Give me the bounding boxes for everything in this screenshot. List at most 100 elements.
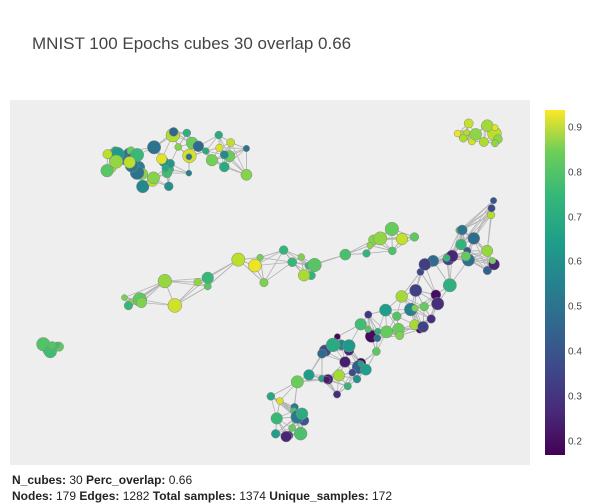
graph-node[interactable]: [344, 383, 351, 390]
graph-node[interactable]: [349, 369, 356, 376]
graph-node[interactable]: [374, 328, 381, 335]
graph-node[interactable]: [443, 279, 456, 292]
graph-node[interactable]: [410, 284, 422, 296]
graph-node[interactable]: [162, 165, 169, 172]
graph-node[interactable]: [121, 295, 127, 301]
graph-node[interactable]: [464, 119, 473, 128]
graph-node[interactable]: [379, 304, 391, 316]
graph-node[interactable]: [296, 408, 308, 420]
graph-node[interactable]: [443, 254, 450, 261]
graph-node[interactable]: [343, 340, 356, 353]
plot-area[interactable]: [10, 100, 530, 465]
graph-node[interactable]: [333, 391, 340, 398]
graph-node[interactable]: [271, 429, 280, 438]
graph-node[interactable]: [355, 318, 367, 330]
graph-node[interactable]: [381, 326, 393, 338]
graph-node[interactable]: [489, 257, 496, 264]
graph-node[interactable]: [271, 413, 283, 425]
graph-node[interactable]: [248, 259, 261, 272]
graph-node[interactable]: [490, 197, 496, 203]
graph-node[interactable]: [420, 302, 429, 311]
graph-node[interactable]: [396, 291, 408, 303]
graph-node[interactable]: [457, 225, 467, 235]
graph-node[interactable]: [193, 141, 204, 152]
graph-node[interactable]: [216, 144, 224, 152]
graph-node[interactable]: [48, 341, 56, 349]
graph-node[interactable]: [169, 127, 178, 136]
graph-node[interactable]: [367, 242, 373, 248]
graph-node[interactable]: [304, 370, 315, 381]
graph-node[interactable]: [412, 305, 419, 312]
graph-node[interactable]: [288, 258, 297, 267]
graph-node[interactable]: [363, 250, 371, 258]
graph-node[interactable]: [481, 120, 493, 132]
graph-node[interactable]: [206, 154, 218, 166]
graph-node[interactable]: [360, 364, 371, 375]
graph-node[interactable]: [281, 431, 292, 442]
graph-node[interactable]: [260, 278, 268, 286]
graph-node[interactable]: [298, 254, 305, 261]
graph-node[interactable]: [156, 154, 166, 164]
graph-node[interactable]: [482, 245, 493, 256]
graph-node[interactable]: [241, 169, 252, 180]
graph-node[interactable]: [431, 297, 444, 310]
graph-node[interactable]: [333, 370, 345, 382]
graph-node[interactable]: [298, 270, 310, 282]
graph-node[interactable]: [147, 172, 159, 184]
graph-node[interactable]: [243, 145, 250, 152]
graph-node[interactable]: [323, 376, 330, 383]
graph-node[interactable]: [385, 222, 399, 236]
graph-node[interactable]: [220, 151, 228, 159]
graph-node[interactable]: [124, 301, 133, 310]
graph-node[interactable]: [326, 338, 340, 352]
graph-node[interactable]: [158, 274, 172, 288]
graph-node[interactable]: [186, 154, 192, 160]
graph-node[interactable]: [202, 272, 214, 284]
graph-node[interactable]: [267, 392, 275, 400]
graph-node[interactable]: [479, 137, 488, 146]
graph-node[interactable]: [395, 331, 403, 339]
graph-node[interactable]: [372, 347, 380, 355]
graph-node[interactable]: [459, 134, 467, 142]
graph-node[interactable]: [317, 349, 326, 358]
graph-node[interactable]: [427, 315, 436, 324]
network-graph[interactable]: [10, 100, 530, 465]
graph-node[interactable]: [276, 397, 283, 404]
graph-node[interactable]: [294, 427, 307, 440]
graph-node[interactable]: [279, 246, 288, 255]
graph-node[interactable]: [468, 232, 480, 244]
graph-node[interactable]: [374, 335, 381, 342]
graph-node[interactable]: [353, 375, 361, 383]
graph-node[interactable]: [461, 252, 470, 261]
graph-node[interactable]: [491, 140, 498, 147]
graph-node[interactable]: [418, 321, 429, 332]
graph-node[interactable]: [186, 170, 192, 176]
graph-node[interactable]: [124, 156, 136, 168]
graph-node[interactable]: [392, 312, 401, 321]
graph-node[interactable]: [168, 299, 182, 313]
graph-node[interactable]: [219, 162, 229, 172]
graph-node[interactable]: [194, 278, 202, 286]
graph-node[interactable]: [419, 258, 431, 270]
graph-node[interactable]: [340, 357, 351, 368]
graph-node[interactable]: [410, 233, 419, 242]
graph-node[interactable]: [175, 143, 182, 150]
graph-node[interactable]: [164, 182, 173, 191]
graph-node[interactable]: [291, 376, 303, 388]
graph-node[interactable]: [492, 124, 498, 130]
graph-node[interactable]: [365, 311, 372, 318]
graph-node[interactable]: [232, 253, 245, 266]
graph-node[interactable]: [388, 247, 396, 255]
graph-node[interactable]: [215, 131, 223, 139]
graph-node[interactable]: [374, 232, 387, 245]
graph-node[interactable]: [470, 128, 482, 140]
graph-node[interactable]: [289, 424, 296, 431]
graph-node[interactable]: [227, 138, 235, 146]
graph-node[interactable]: [396, 233, 408, 245]
graph-node[interactable]: [101, 164, 114, 177]
graph-node[interactable]: [340, 249, 351, 260]
graph-node[interactable]: [488, 205, 495, 212]
graph-node[interactable]: [183, 129, 191, 137]
graph-node[interactable]: [308, 258, 322, 272]
graph-node[interactable]: [136, 298, 146, 308]
